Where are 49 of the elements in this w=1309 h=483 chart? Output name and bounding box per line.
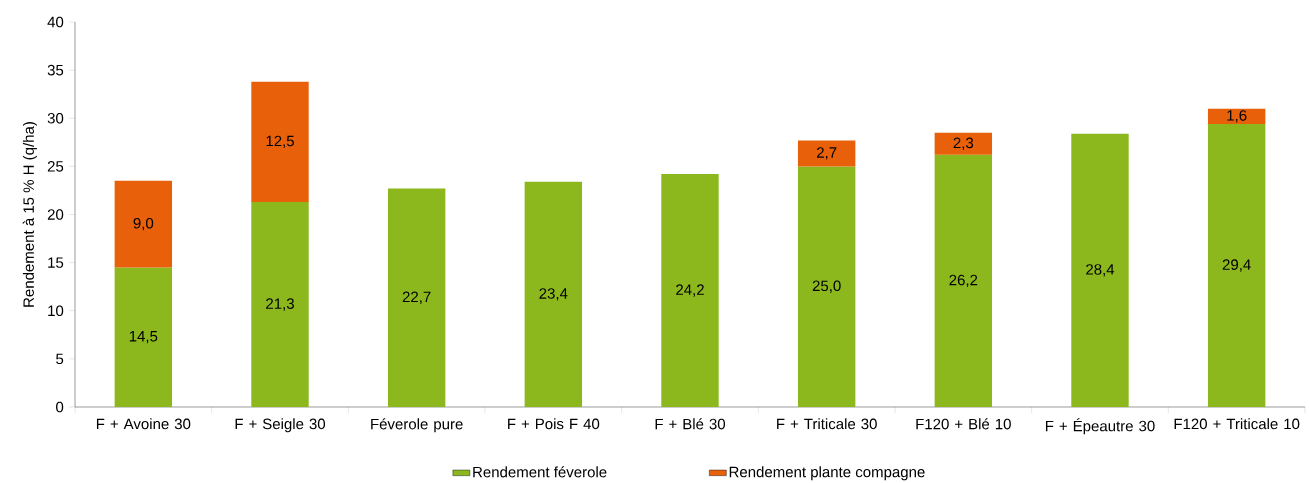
- y-tick-label: 10: [48, 305, 64, 316]
- bar: [387, 188, 446, 407]
- data-label: 2,7: [816, 146, 837, 160]
- x-tick-label: F + Avoine 30: [96, 417, 191, 429]
- data-label: 9,0: [133, 217, 154, 231]
- x-tick-label: F + Seigle 30: [235, 417, 326, 432]
- bar: [1071, 133, 1129, 407]
- data-label: 21,3: [266, 298, 294, 311]
- data-label: 24,2: [676, 284, 704, 297]
- bar: [114, 267, 173, 407]
- data-label: 25,0: [812, 280, 841, 293]
- x-tick-label: F + Épeautre 30: [1045, 417, 1155, 435]
- data-label: 23,4: [539, 287, 568, 301]
- y-tick-label: 0: [56, 401, 64, 413]
- bar: [251, 201, 309, 407]
- data-label: 2,3: [953, 137, 974, 150]
- y-tick-label: 20: [47, 208, 64, 220]
- legend-label: Rendement féverole: [473, 465, 607, 478]
- bar: [251, 81, 309, 202]
- data-label: 28,4: [1086, 263, 1115, 277]
- y-tick-label: 25: [47, 160, 64, 172]
- data-label: 22,7: [402, 291, 431, 304]
- data-label: 12,5: [266, 135, 294, 148]
- data-label: 14,5: [129, 330, 158, 344]
- data-label: 1,6: [1227, 109, 1247, 123]
- bar: [1207, 108, 1266, 124]
- data-label: 26,2: [949, 274, 978, 287]
- y-tick-label: 35: [47, 64, 64, 76]
- y-tick-label: 15: [48, 257, 64, 268]
- legend-label: Rendement plante compagne: [729, 466, 925, 481]
- x-tick-label: F + Pois F 40: [508, 417, 600, 429]
- bar: [797, 166, 856, 407]
- x-tick-label: F + Blé 30: [655, 417, 726, 430]
- bar: [114, 180, 173, 268]
- y-tick-label: 5: [56, 353, 64, 364]
- y-tick-label: 30: [47, 112, 64, 124]
- bar: [934, 132, 993, 155]
- bar: [524, 181, 583, 407]
- bar: [661, 173, 719, 407]
- y-axis-title: Rendement à 15 % H (q/ha): [22, 121, 37, 307]
- bar: [797, 140, 856, 167]
- data-label: 29,4: [1222, 259, 1251, 272]
- x-tick-label: Féverole pure: [371, 417, 463, 433]
- x-tick-label: F + Triticale 30: [777, 417, 877, 429]
- x-tick-label: F120 + Blé 10: [916, 417, 1011, 430]
- bar: [934, 154, 993, 407]
- x-tick-label: F120 + Triticale 10: [1174, 417, 1300, 429]
- bar: [1207, 123, 1266, 407]
- y-tick-label: 40: [47, 16, 64, 28]
